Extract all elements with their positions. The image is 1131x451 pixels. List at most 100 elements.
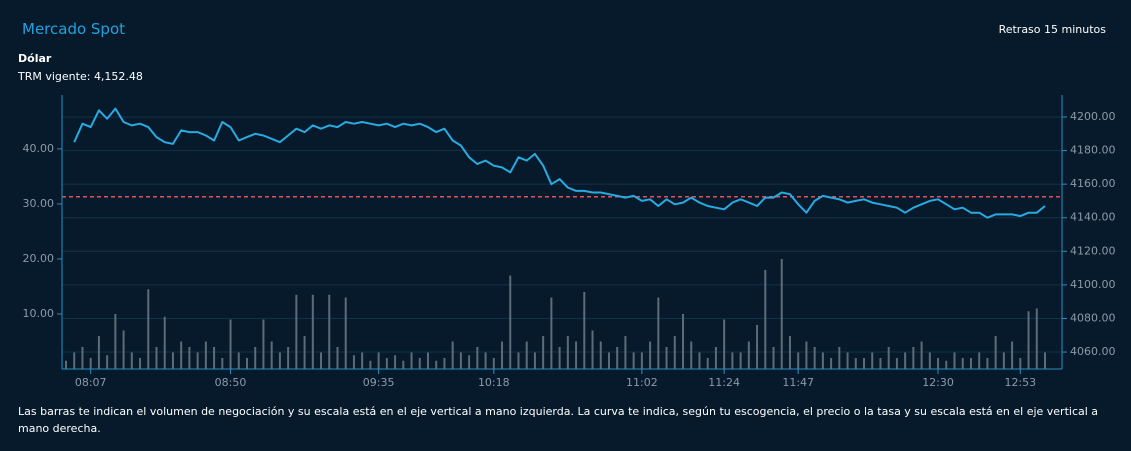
x-tick-label: 08:50	[215, 376, 247, 389]
volume-bar	[369, 360, 372, 369]
volume-bar	[418, 357, 421, 369]
volume-bar	[435, 360, 438, 369]
volume-bar	[525, 341, 528, 369]
volume-bar	[953, 352, 956, 369]
volume-bar	[311, 294, 314, 369]
x-tick-label: 12:30	[922, 376, 954, 389]
volume-bar	[723, 319, 726, 369]
x-tick-label: 10:18	[478, 376, 510, 389]
volume-bar	[155, 346, 158, 369]
volume-bar	[747, 341, 750, 369]
volume-bar	[492, 357, 495, 369]
volume-bar	[756, 324, 759, 369]
volume-bar	[204, 341, 207, 369]
volume-bar	[978, 352, 981, 369]
volume-bar	[196, 352, 199, 369]
y2-tick-label: 4200.00	[1070, 110, 1116, 123]
volume-bar	[599, 341, 602, 369]
volume-bar	[89, 357, 92, 369]
volume-bar	[229, 319, 232, 369]
volume-bar	[838, 346, 841, 369]
volume-bar	[649, 341, 652, 369]
subtitle: Dólar	[18, 52, 52, 65]
volume-bar	[912, 346, 915, 369]
volume-bar	[278, 352, 281, 369]
volume-bar	[451, 341, 454, 369]
volume-bar	[616, 346, 619, 369]
volume-bar	[673, 335, 676, 369]
volume-bar	[887, 346, 890, 369]
volume-bar	[542, 335, 545, 369]
volume-bar	[303, 335, 306, 369]
y2-tick-label: 4100.00	[1070, 278, 1116, 291]
volume-bar	[607, 352, 610, 369]
volume-bar	[575, 341, 578, 369]
volume-bar	[788, 335, 791, 369]
chart: 4060.00 4080.00 4100.00 4120.00 4140.00 4160.…	[23, 95, 1116, 389]
volume-bar	[706, 357, 709, 369]
volume-bar	[426, 352, 429, 369]
volume-bar	[394, 355, 397, 369]
volume-bar	[402, 360, 405, 369]
volume-bar	[879, 357, 882, 369]
volume-bar	[270, 341, 273, 369]
x-tick-label: 12:53	[1004, 376, 1036, 389]
volume-bar	[517, 352, 520, 369]
x-tick-label: 11:47	[782, 376, 814, 389]
volume-bar	[961, 357, 964, 369]
volume-bar	[863, 357, 866, 369]
y2-tick-label: 4080.00	[1070, 311, 1116, 324]
x-tick-label: 08:07	[75, 376, 107, 389]
volume-bar	[130, 352, 133, 369]
y2-tick-label: 4180.00	[1070, 144, 1116, 157]
volume-bar	[237, 352, 240, 369]
y-tick-label: 30.00	[23, 197, 55, 210]
volume-bar	[854, 357, 857, 369]
y-tick-label: 10.00	[23, 307, 55, 320]
volume-bar	[1027, 311, 1030, 369]
volume-bar	[780, 258, 783, 369]
volume-bar	[361, 352, 364, 369]
volume-bar	[714, 346, 717, 369]
volume-bar	[180, 341, 183, 369]
volume-bar	[97, 335, 100, 369]
volume-bar	[566, 335, 569, 369]
volume-bar	[147, 289, 150, 369]
chart-title: Mercado Spot	[22, 20, 126, 38]
volume-bar	[320, 352, 323, 369]
x-tick-label: 11:24	[708, 376, 740, 389]
volume-bar	[509, 275, 512, 369]
volume-bar	[533, 352, 536, 369]
volume-bar	[895, 357, 898, 369]
y2-tick-label: 4160.00	[1070, 177, 1116, 190]
volume-bar	[583, 291, 586, 369]
volume-bar	[106, 355, 109, 369]
volume-bar	[739, 352, 742, 369]
volume-bar	[443, 357, 446, 369]
volume-bar	[994, 335, 997, 369]
volume-bar	[846, 352, 849, 369]
volume-bar	[772, 346, 775, 369]
volume-bar	[682, 313, 685, 369]
volume-bar	[969, 357, 972, 369]
volume-bar	[805, 341, 808, 369]
volume-bar	[501, 341, 504, 369]
y-tick-label: 20.00	[23, 252, 55, 265]
volume-bar	[336, 346, 339, 369]
volume-bar	[1035, 308, 1038, 369]
volume-bar	[558, 346, 561, 369]
volume-bar	[262, 319, 265, 369]
volume-bar	[344, 297, 347, 369]
volume-bar	[1044, 352, 1046, 369]
volume-bar	[657, 297, 660, 369]
volume-bar	[821, 352, 824, 369]
volume-bar	[245, 357, 248, 369]
trm: TRM vigente: 4,152.48	[18, 70, 143, 83]
volume-bar	[1002, 352, 1005, 369]
y2-tick-label: 4060.00	[1070, 345, 1116, 358]
volume-bar	[65, 360, 67, 369]
volume-bar	[591, 330, 594, 369]
volume-bar	[476, 346, 479, 369]
volume-bar	[328, 294, 331, 369]
volume-bar	[986, 357, 989, 369]
